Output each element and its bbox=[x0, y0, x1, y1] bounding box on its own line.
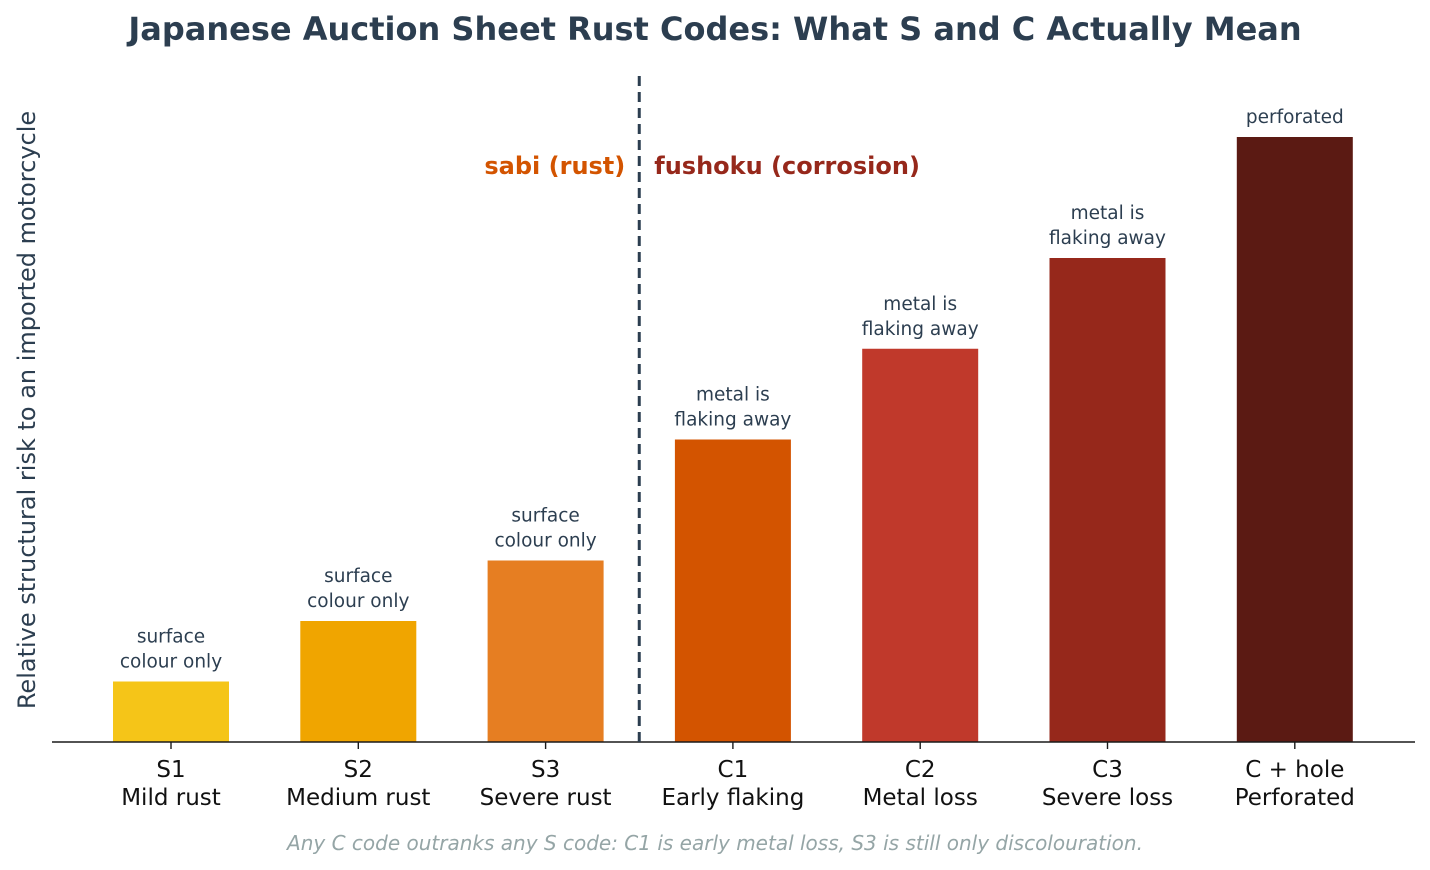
x-tick-label-3: Early flaking bbox=[661, 785, 804, 811]
x-tick-label-6: C + hole bbox=[1245, 757, 1344, 783]
bar-annotation-4: flaking away bbox=[862, 319, 979, 340]
bar-4 bbox=[862, 348, 979, 742]
x-tick-label-5: Severe loss bbox=[1042, 785, 1173, 811]
bar-annotation-0: surface bbox=[137, 627, 205, 648]
bar-annotation-4: metal is bbox=[883, 294, 957, 315]
x-tick-label-4: C2 bbox=[905, 757, 936, 783]
bar-annotation-5: flaking away bbox=[1049, 228, 1166, 249]
x-tick-label-6: Perforated bbox=[1235, 785, 1355, 811]
x-tick-label-1: Medium rust bbox=[286, 785, 430, 811]
bar-annotation-3: flaking away bbox=[674, 410, 791, 431]
bar-5 bbox=[1049, 258, 1166, 742]
bar-annotation-1: surface bbox=[324, 566, 392, 587]
x-tick-label-1: S2 bbox=[344, 757, 373, 783]
x-tick-label-3: C1 bbox=[718, 757, 749, 783]
footnote: Any C code outranks any S code: C1 is ea… bbox=[287, 831, 1143, 855]
bar-3 bbox=[674, 439, 791, 742]
bar-annotation-0: colour only bbox=[120, 652, 222, 673]
chart-title: Japanese Auction Sheet Rust Codes: What … bbox=[128, 10, 1302, 48]
x-tick-label-5: C3 bbox=[1092, 757, 1123, 783]
bar-annotation-3: metal is bbox=[696, 385, 770, 406]
x-tick-label-4: Metal loss bbox=[863, 785, 978, 811]
x-tick-label-2: Severe rust bbox=[480, 785, 612, 811]
bar-2 bbox=[487, 560, 604, 742]
bar-6 bbox=[1236, 137, 1353, 742]
bar-annotation-2: surface bbox=[511, 506, 579, 527]
bar-annotation-1: colour only bbox=[307, 591, 409, 612]
x-tick-label-0: Mild rust bbox=[121, 785, 221, 811]
bar-annotation-5: metal is bbox=[1071, 203, 1145, 224]
x-tick-label-2: S3 bbox=[531, 757, 560, 783]
group-label-sabi: sabi (rust) bbox=[484, 152, 625, 180]
bar-annotation-2: colour only bbox=[494, 531, 596, 552]
bar-0 bbox=[113, 681, 229, 742]
bar-annotation-6: perforated bbox=[1246, 107, 1344, 128]
x-tick-label-0: S1 bbox=[156, 757, 185, 783]
group-label-fushoku: fushoku (corrosion) bbox=[654, 152, 920, 180]
bar-1 bbox=[300, 621, 417, 742]
